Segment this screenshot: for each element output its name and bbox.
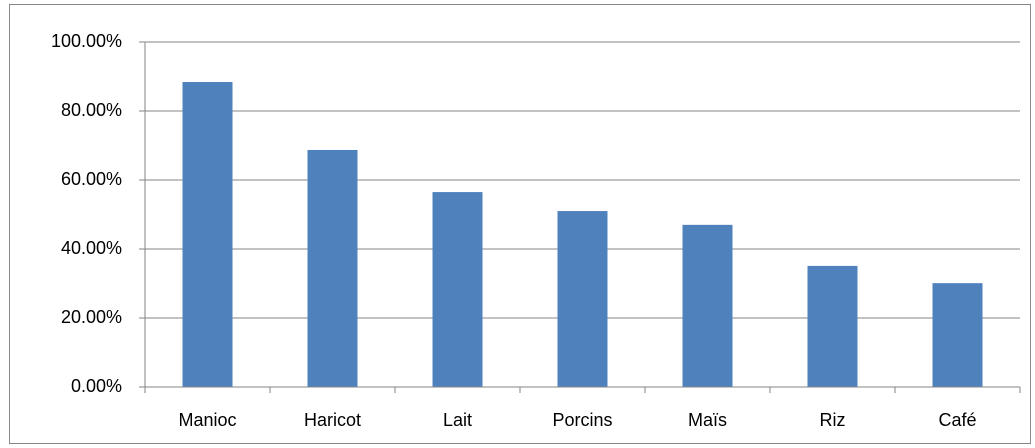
- bar: [432, 192, 483, 387]
- bar: [557, 211, 608, 387]
- y-tick-label: 80.00%: [61, 100, 122, 120]
- x-tick-label: Riz: [820, 410, 846, 430]
- y-tick-label: 0.00%: [71, 376, 122, 396]
- bar: [682, 224, 733, 387]
- y-tick-label: 40.00%: [61, 238, 122, 258]
- y-tick-label: 100.00%: [51, 31, 122, 51]
- bar: [307, 149, 358, 387]
- y-tick-label: 60.00%: [61, 169, 122, 189]
- x-tick-label: Porcins: [552, 410, 612, 430]
- x-tick-label: Haricot: [304, 410, 361, 430]
- y-tick-label: 20.00%: [61, 307, 122, 327]
- x-tick-label: Manioc: [178, 410, 236, 430]
- x-tick-label: Café: [938, 410, 976, 430]
- bar: [932, 283, 983, 387]
- bar: [182, 82, 233, 388]
- x-tick-label: Lait: [443, 410, 472, 430]
- bar: [807, 265, 858, 387]
- x-tick-label: Maïs: [688, 410, 727, 430]
- chart-border: [9, 4, 1031, 444]
